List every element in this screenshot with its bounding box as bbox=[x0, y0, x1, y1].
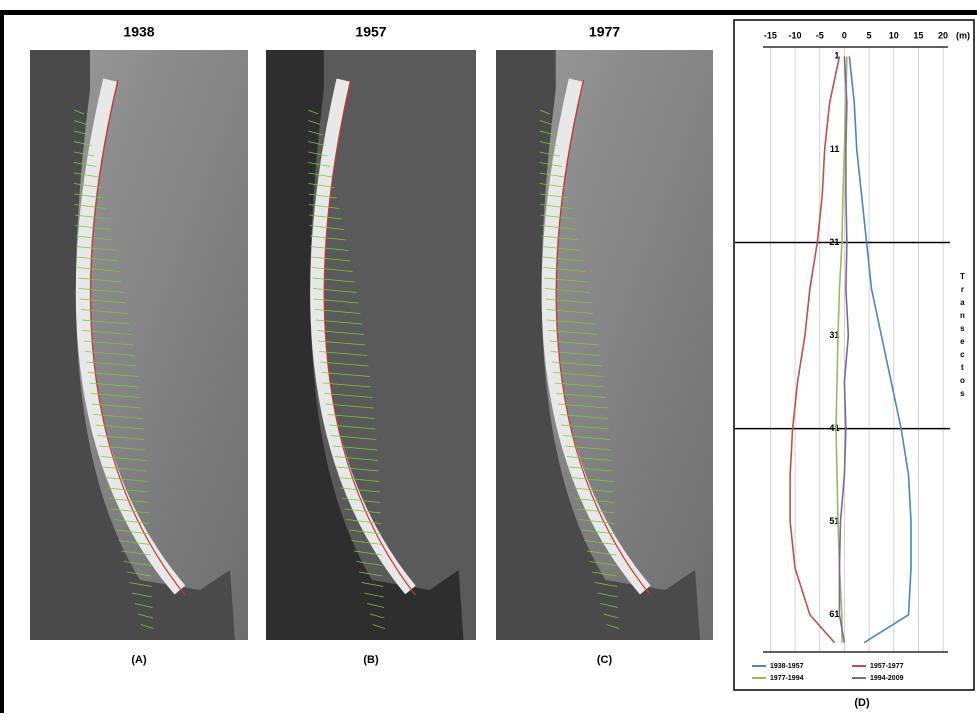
aerial-photo: 1938 (A) bbox=[30, 24, 248, 666]
aerial-photo: 1957 (B) bbox=[266, 24, 476, 666]
x-tick-label: -10 bbox=[789, 30, 802, 40]
y-tick-label: 21 bbox=[829, 237, 839, 247]
legend-label: 1938-1957 bbox=[770, 663, 804, 670]
border-top bbox=[0, 10, 977, 15]
panel-label: (C) bbox=[597, 654, 613, 666]
x-tick-label: 20 bbox=[938, 30, 948, 40]
x-tick-label: -5 bbox=[816, 30, 824, 40]
x-tick-label: 5 bbox=[867, 30, 872, 40]
legend-label: 1957-1977 bbox=[870, 663, 904, 670]
legend-label: 1977-1994 bbox=[770, 675, 804, 682]
series-line bbox=[849, 56, 911, 642]
x-tick-label: 10 bbox=[889, 30, 899, 40]
x-tick-label: 0 bbox=[842, 30, 847, 40]
panel-label: (B) bbox=[363, 654, 379, 666]
y-tick-label: 61 bbox=[829, 609, 839, 619]
x-tick-label: -15 bbox=[764, 30, 777, 40]
chart-label: (D) bbox=[854, 697, 870, 709]
y-axis-label: Transectos bbox=[958, 272, 967, 402]
x-axis-unit: (m) bbox=[956, 30, 970, 40]
y-tick-label: 11 bbox=[830, 144, 840, 154]
panel-year: 1957 bbox=[355, 24, 386, 40]
x-tick-label: 15 bbox=[913, 30, 923, 40]
panel-year: 1938 bbox=[123, 24, 154, 40]
y-tick-label: 41 bbox=[829, 423, 839, 433]
panel-label: (A) bbox=[131, 654, 147, 666]
figure: 1938 (A) 1957 (B) 1977 (C) -15 -10 -5 0 5 10 15 20 (m… bbox=[0, 0, 977, 713]
legend-label: 1994-2009 bbox=[870, 675, 904, 682]
border-left bbox=[0, 10, 4, 713]
panel-year: 1977 bbox=[589, 24, 620, 40]
aerial-photo: 1977 (C) bbox=[496, 24, 713, 666]
